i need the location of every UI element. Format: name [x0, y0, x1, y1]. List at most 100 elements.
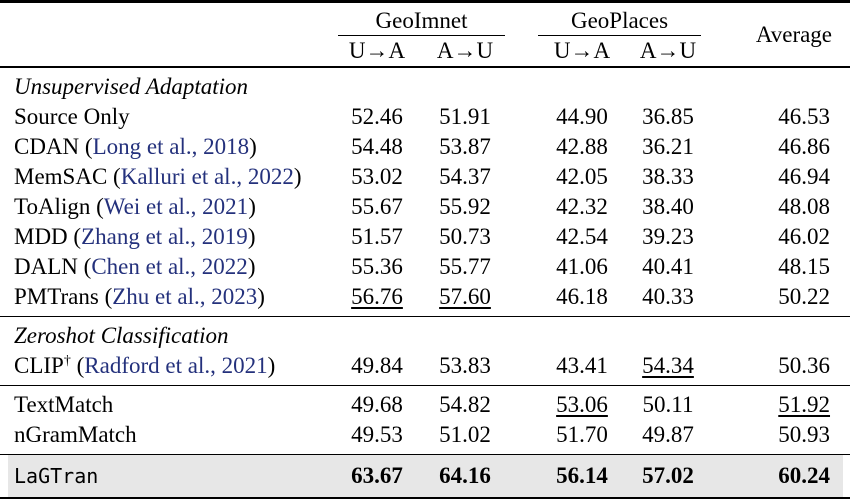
metric-value: 50.73 [439, 224, 491, 249]
value-cell: 49.84 [332, 351, 422, 386]
value-cell: 49.68 [332, 386, 422, 421]
table-row-daln: DALN (Chen et al., 2022) 55.36 55.77 41.06 4… [0, 252, 850, 282]
metric-value: 53.02 [351, 164, 403, 189]
metric-value: 49.68 [351, 392, 403, 417]
metric-value: 49.87 [642, 422, 694, 447]
value-cell: 51.91 [422, 102, 508, 132]
value-cell: 51.70 [532, 420, 632, 455]
metric-value: 51.02 [439, 422, 491, 447]
method-cell: nGramMatch [0, 420, 332, 455]
section-title-row: Zeroshot Classification [0, 317, 850, 352]
metric-value: 38.33 [642, 164, 694, 189]
value-cell: 57.60 [422, 282, 508, 317]
dagger-superscript: † [63, 353, 71, 369]
value-cell: 46.94 [704, 162, 850, 192]
metric-value: 51.91 [439, 104, 491, 129]
method-cell: Source Only [0, 102, 332, 132]
metric-value: 49.53 [351, 422, 403, 447]
metric-value: 63.67 [351, 463, 403, 488]
value-cell: 42.32 [532, 192, 632, 222]
value-cell: 50.36 [704, 351, 850, 386]
section-title: Unsupervised Adaptation [14, 74, 249, 99]
column-header-geoimnet-a-to-u: A→U [436, 38, 494, 63]
column-gap-cell [508, 162, 532, 192]
metric-value: 36.85 [642, 104, 694, 129]
value-cell: 53.02 [332, 162, 422, 192]
method-name: TextMatch [14, 392, 114, 417]
section-title: Zeroshot Classification [14, 323, 229, 348]
value-cell: 42.88 [532, 132, 632, 162]
metric-value: 41.06 [556, 254, 608, 279]
metric-value: 54.82 [439, 392, 491, 417]
method-cell: TextMatch [0, 386, 332, 421]
value-cell: 49.53 [332, 420, 422, 455]
value-cell: 53.87 [422, 132, 508, 162]
column-gap-cell [508, 102, 532, 132]
value-cell: 51.92 [704, 386, 850, 421]
value-cell: 50.93 [704, 420, 850, 455]
value-cell: 57.02 [632, 454, 705, 499]
column-header-geoplaces-a-to-u: A→U [639, 38, 697, 63]
table-header: GeoImnet GeoPlaces Average U→A A→U U→A A… [0, 2, 850, 67]
method-name: DALN [14, 254, 78, 279]
value-cell: 42.54 [532, 222, 632, 252]
metric-value: 51.92 [778, 392, 831, 417]
value-cell: 41.06 [532, 252, 632, 282]
header-empty-cell [0, 2, 332, 37]
value-cell: 46.86 [704, 132, 850, 162]
header-spacer-cell [508, 36, 532, 67]
metric-value: 52.46 [351, 104, 403, 129]
metric-value: 43.41 [556, 353, 608, 378]
metric-value: 55.92 [439, 194, 491, 219]
citation-link[interactable]: Chen et al., 2022 [91, 254, 248, 279]
metric-value: 64.16 [439, 463, 491, 488]
citation-link[interactable]: Long et al., 2018 [92, 134, 250, 159]
value-cell: 54.37 [422, 162, 508, 192]
value-cell: 50.73 [422, 222, 508, 252]
value-cell: 52.46 [332, 102, 422, 132]
value-cell: 50.11 [632, 386, 704, 421]
value-cell: 40.41 [632, 252, 704, 282]
table-section: Unsupervised Adaptation Source Only 52.46 5… [0, 67, 850, 317]
method-name: Source Only [14, 104, 130, 129]
method-name: MemSAC [14, 164, 108, 189]
table-row-pmtrans: PMTrans (Zhu et al., 2023) 56.76 57.60 46.1… [0, 282, 850, 317]
value-cell: 46.53 [704, 102, 850, 132]
metric-value: 46.94 [778, 164, 831, 189]
metric-value: 53.06 [556, 392, 608, 417]
metric-value: 50.11 [642, 392, 694, 417]
metric-value: 55.67 [351, 194, 403, 219]
table-row-memsac: MemSAC (Kalluri et al., 2022) 53.02 54.37 4… [0, 162, 850, 192]
metric-value: 54.37 [439, 164, 491, 189]
value-cell: 54.82 [422, 386, 508, 421]
metric-value: 46.02 [778, 224, 831, 249]
metric-value: 51.70 [556, 422, 608, 447]
table-row-clip: CLIP† (Radford et al., 2021) 49.84 53.83 43… [0, 351, 850, 386]
value-cell: 54.48 [332, 132, 422, 162]
metric-value: 42.54 [556, 224, 608, 249]
metric-value: 44.90 [556, 104, 608, 129]
method-name: PMTrans [14, 284, 99, 309]
citation-link[interactable]: Zhang et al., 2019 [81, 224, 248, 249]
value-cell: 49.87 [632, 420, 704, 455]
column-group-geoplaces: GeoPlaces [532, 2, 704, 36]
table-section: LaGTran 63.67 64.16 56.14 57.02 60.24 [0, 454, 850, 499]
value-cell: 55.92 [422, 192, 508, 222]
value-cell: 44.90 [532, 102, 632, 132]
value-cell: 42.05 [532, 162, 632, 192]
column-header-average: Average [755, 22, 833, 47]
table-row-toalign: ToAlign (Wei et al., 2021) 55.67 55.92 42.3… [0, 192, 850, 222]
value-cell: 46.02 [704, 222, 850, 252]
metric-value: 53.87 [439, 134, 491, 159]
metric-value: 39.23 [642, 224, 694, 249]
value-cell: 36.21 [632, 132, 704, 162]
citation-link[interactable]: Wei et al., 2021 [103, 194, 249, 219]
method-name: CLIP [14, 353, 64, 378]
citation-link[interactable]: Zhu et al., 2023 [112, 284, 258, 309]
citation-link[interactable]: Kalluri et al., 2022 [120, 164, 294, 189]
value-cell: 53.83 [422, 351, 508, 386]
metric-value: 54.48 [351, 134, 403, 159]
citation-link[interactable]: Radford et al., 2021 [84, 353, 268, 378]
column-gap-cell [508, 222, 532, 252]
